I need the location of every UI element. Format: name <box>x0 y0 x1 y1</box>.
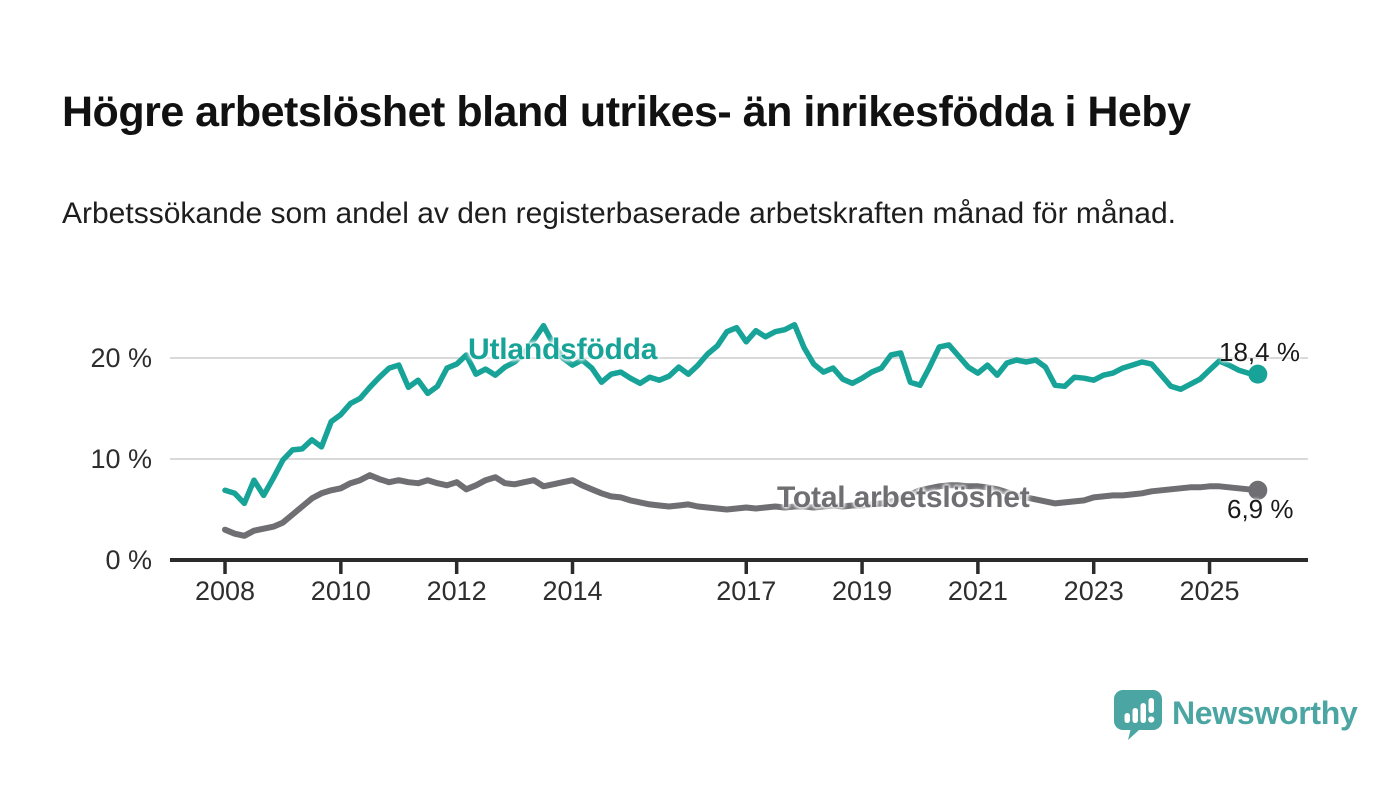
y-tick-label-10: 10 % <box>90 444 152 474</box>
x-tick-label-2021: 2021 <box>947 576 1008 606</box>
end-value-label-total: 6,9 % <box>1227 494 1294 524</box>
y-tick-label-0: 0 % <box>105 545 152 575</box>
y-tick-label-20: 20 % <box>90 343 152 373</box>
series-end-dot-1 <box>1248 480 1268 500</box>
x-tick-label-2008: 2008 <box>194 576 256 606</box>
brand-name: Newsworthy <box>1172 694 1358 731</box>
x-tick-label-2023: 2023 <box>1063 576 1124 606</box>
newsworthy-logo-icon <box>1114 690 1162 740</box>
page-subtitle: Arbetssökande som andel av den registerb… <box>62 197 1176 230</box>
series-line-1 <box>222 472 1261 539</box>
series-end-dot-0 <box>1248 364 1268 384</box>
x-tick-label-2017: 2017 <box>716 576 777 606</box>
page-title: Högre arbetslöshet bland utrikes- än inr… <box>62 87 1191 136</box>
x-tick-label-2012: 2012 <box>426 576 487 606</box>
x-tick-label-2014: 2014 <box>542 576 603 606</box>
x-tick-label-2019: 2019 <box>832 576 893 606</box>
series-line-0 <box>222 321 1261 507</box>
x-tick-label-2010: 2010 <box>310 576 371 606</box>
series-label-total-arbetsloshet: Total arbetslöshet <box>777 481 1030 514</box>
newsworthy-branding: Newsworthy <box>1113 689 1358 741</box>
series-label-utlandsfodda: Utlandsfödda <box>468 333 658 366</box>
end-value-label-utlandsfodda: 18,4 % <box>1219 337 1300 367</box>
x-tick-label-2025: 2025 <box>1179 576 1240 606</box>
